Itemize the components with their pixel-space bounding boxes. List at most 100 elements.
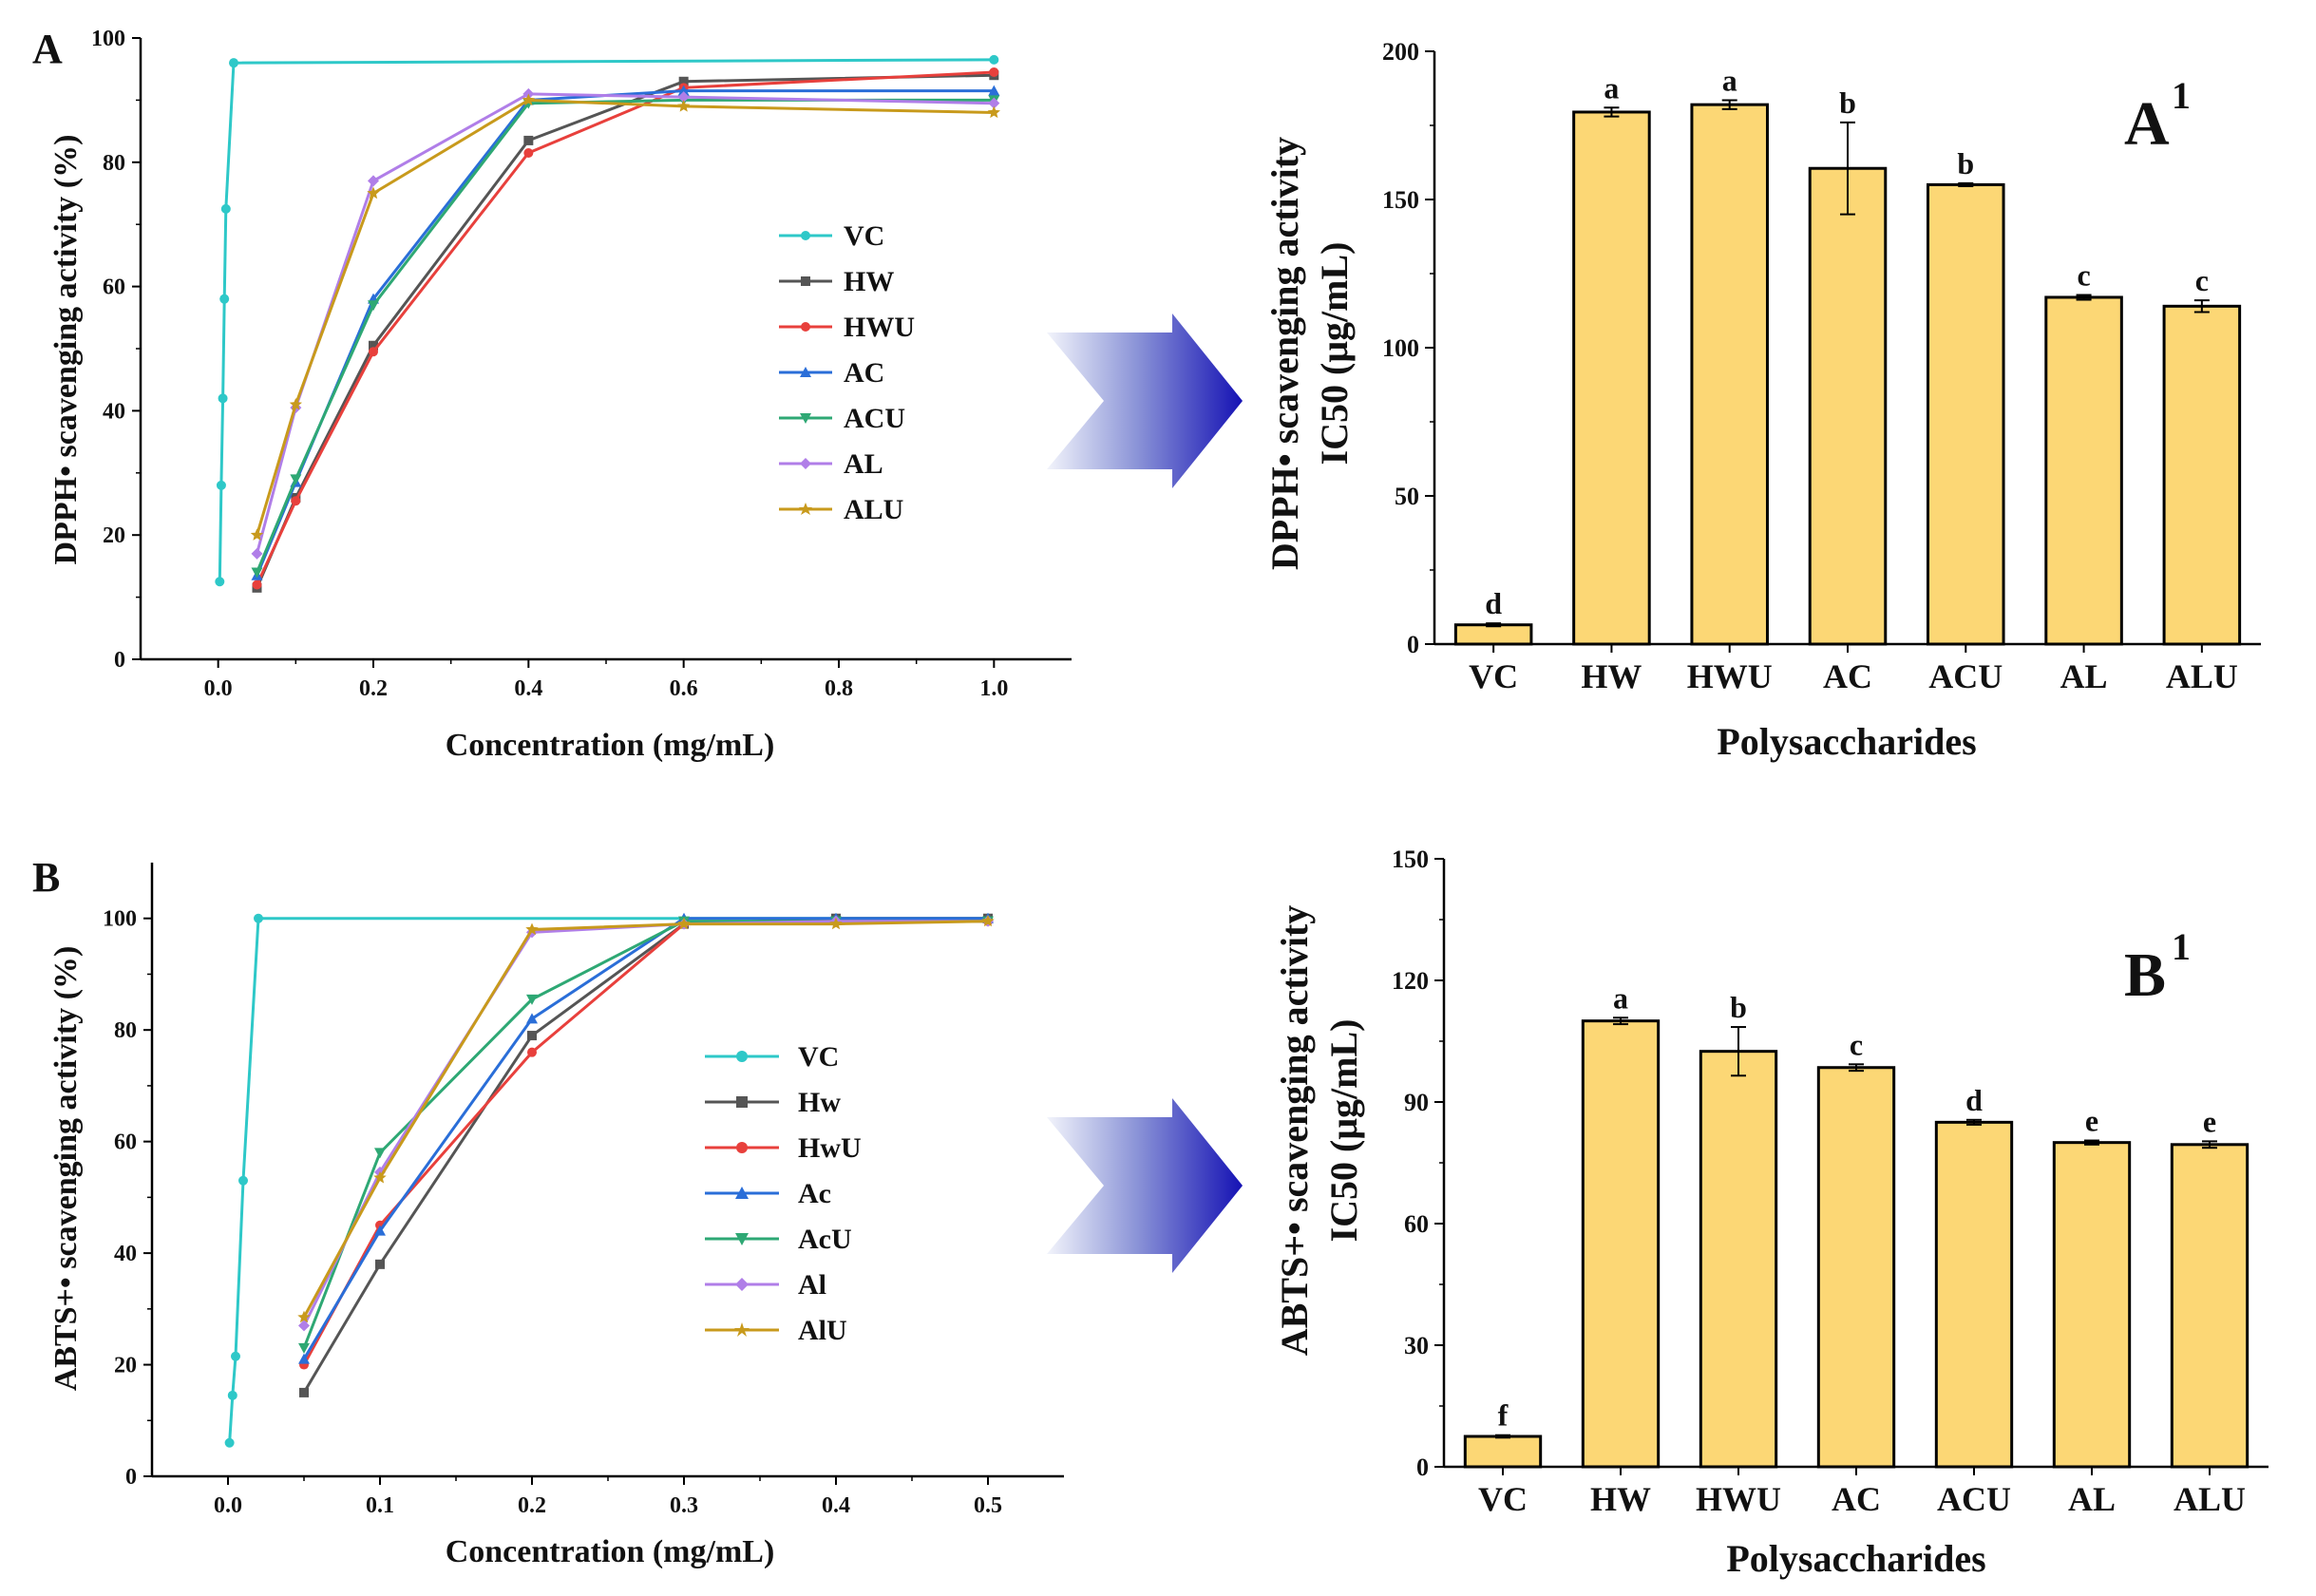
panel-label-a: A [32,26,63,72]
chart-b-x-tick-label: 0.4 [822,1493,850,1518]
legend-item-ac: AC [779,357,884,389]
chart-b1-y-tick-label: 0 [1416,1454,1429,1481]
chart-b-point-alu [981,914,995,927]
chart-b1-bar-al [2052,1141,2132,1469]
chart-a-point-hw [369,340,378,351]
chart-a-point-alu [250,528,264,541]
chart-b-line-vc [228,917,988,1443]
chart-a-point-hwu [291,496,301,506]
chart-b-plot: 0 20 40 60 80 100 0.0 0.1 0.2 0.3 0.4 0.5 [103,863,1064,1518]
chart-b-point-vc [231,1351,240,1361]
legend-label-hw: HW [844,266,894,297]
chart-a-point-ac [988,85,1000,96]
chart-b1-corner-label: B 1 [2124,925,2191,1010]
chart-a1-corner-label: A 1 [2124,74,2191,159]
chart-b-series-al [298,915,994,1332]
chart-b1-sig-letter-hwu: b [1730,990,1747,1024]
chart-b-line-hw [302,917,988,1394]
chart-b1-y-tick-label: 120 [1392,967,1429,995]
chart-a-point-vc [215,577,225,587]
chart-b-x-tick-label: 0.0 [214,1493,242,1518]
chart-b1-sig-letter-hw: a [1613,980,1628,1015]
legend-label-hwu-b: HwU [798,1132,862,1164]
chart-a1-y-axis-title-line2: IC50 (μg/mL) [1313,242,1356,466]
chart-a-point-acu [368,300,379,312]
chart-a-point-vc [220,203,231,214]
legend-item-hw: HW [779,266,894,297]
chart-b-point-ac [298,1353,310,1364]
chart-a-x-tick-label: 0.8 [825,676,853,701]
chart-b1-sig-letter-ac: c [1850,1027,1863,1061]
chart-a1-bar-hw [1572,110,1651,646]
chart-b1-y-tick-label: 90 [1404,1089,1429,1116]
chart-a-y-tick-label: 80 [103,151,125,176]
chart-b1-category-label-hwu: HWU [1696,1480,1781,1518]
chart-a-point-alu [289,397,302,410]
legend-label-ac-b: Ac [798,1178,831,1209]
chart-b-point-ac [526,1013,538,1024]
legend-item-hwu-b: HwU [705,1132,862,1164]
legend-label-vc-b: VC [798,1041,839,1073]
chart-a1-sig-letter-ac: b [1839,86,1856,120]
chart-b1-x-axis-title: Polysaccharides [1726,1537,1985,1580]
chart-b1-category-label-vc: VC [1478,1480,1528,1518]
chart-b-point-acu [298,1342,310,1354]
chart-a-point-acu [290,474,302,485]
chart-a-series-hwu [252,66,999,590]
chart-a1-bar-al [2044,295,2123,646]
legend-label-alu: ALU [844,494,903,525]
chart-a-legend: VC HW HWU AC ACU [779,220,915,525]
chart-b-x-tick-label: 0.5 [974,1493,1002,1518]
legend-item-al: AL [779,448,883,480]
chart-b1-y-tick-label: 150 [1392,846,1429,873]
chart-a-point-vc [218,393,228,404]
chart-b-point-alu [525,922,539,936]
chart-b1-category-label-ac: AC [1832,1480,1881,1518]
chart-b-point-alu [297,1310,311,1323]
chart-a-point-al [251,547,263,560]
chart-a-point-acu [251,567,263,579]
chart-b-y-tick-label: 0 [125,1465,137,1490]
chart-a-x-tick-label: 1.0 [979,676,1008,701]
chart-a1-category-label-vc: VC [1469,657,1518,695]
chart-a1-bar-ac [1808,166,1888,646]
panel-label-b: B [32,854,60,901]
chart-a-point-alu [522,93,535,106]
chart-a-point-hwu [523,147,534,158]
chart-b-line-alu [302,920,989,1319]
chart-b-point-alu [829,917,843,930]
legend-label-hw-b: Hw [798,1087,841,1118]
legend-label-al: AL [844,448,883,480]
chart-a1-category-label-hwu: HWU [1687,657,1773,695]
legend-label-ac: AC [844,357,884,389]
chart-b-line-hwu [302,920,988,1366]
chart-a-x-tick-label: 0.6 [670,676,698,701]
chart-b-series-alu [297,914,995,1323]
chart-b1-category-label-al: AL [2068,1480,2116,1518]
chart-b1-plot: 0 30 60 90 120 150 VC f HW a HWU b AC c ACU d AL e ALU e [1392,846,2269,1518]
chart-b-series-vc [224,913,993,1448]
chart-b-point-hwu [527,1047,537,1057]
chart-b-point-vc [254,913,263,923]
chart-a-plot: 0 20 40 60 80 100 0.0 0.2 0.4 0.6 0.8 1.0 [91,27,1072,701]
chart-a1-category-label-al: AL [2060,657,2108,695]
legend-item-alu: ALU [779,494,903,525]
legend-item-hw-b: Hw [705,1087,841,1118]
chart-a1-sig-letter-hw: a [1604,70,1619,104]
chart-b-y-axis-title: ABTS+• scavenging activity (%) [48,946,84,1392]
chart-a1-category-label-acu: ACU [1928,657,2003,695]
chart-b1-category-label-hw: HW [1590,1480,1651,1518]
chart-b-line-al [302,920,988,1327]
chart-b-point-al [298,1320,310,1332]
chart-a1-y-tick-label: 50 [1395,483,1419,510]
chart-a1-y-tick-label: 0 [1407,631,1419,658]
chart-a-point-vc [219,294,230,304]
chart-b-abts-line: ABTS+• scavenging activity (%) Concentra… [48,863,1064,1569]
chart-a-series-vc [215,54,999,587]
chart-a-dpph-line: DPPH• scavenging activity (%) Concentrat… [48,27,1072,763]
chart-a1-sig-letter-vc: d [1485,586,1502,620]
chart-a1-sig-letter-hwu: a [1722,63,1737,97]
chart-a-x-tick-label: 0.4 [514,676,542,701]
chart-b-point-hw [527,1031,537,1041]
